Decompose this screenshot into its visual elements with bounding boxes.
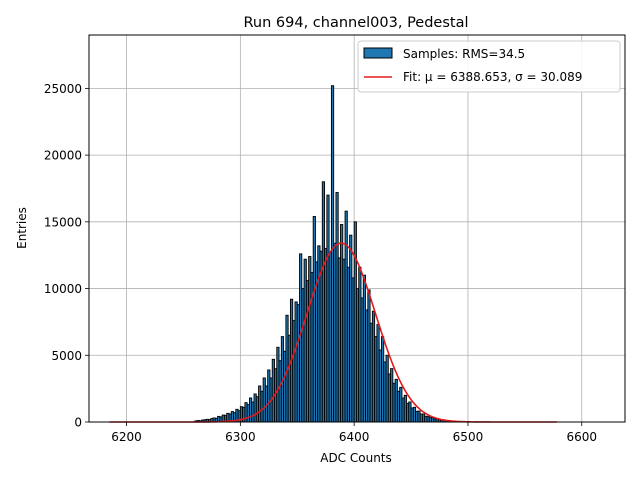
legend-fit-label: Fit: μ = 6388.653, σ = 30.089 <box>403 70 582 84</box>
x-tick-label: 6500 <box>453 430 484 444</box>
x-tick-label: 6400 <box>339 430 370 444</box>
y-tick-label: 0 <box>74 416 82 430</box>
chart-title: Run 694, channel003, Pedestal <box>243 15 468 31</box>
y-tick-label: 20000 <box>44 149 82 163</box>
y-axis-ticks: 0 5000 10000 15000 20000 25000 <box>44 82 89 430</box>
legend: Samples: RMS=34.5 Fit: μ = 6388.653, σ =… <box>358 41 620 92</box>
x-tick-label: 6200 <box>111 430 142 444</box>
y-tick-label: 25000 <box>44 82 82 96</box>
legend-samples-swatch <box>364 48 392 58</box>
x-axis-label: ADC Counts <box>320 451 392 465</box>
y-axis-label: Entries <box>15 207 29 249</box>
legend-samples-label: Samples: RMS=34.5 <box>403 47 525 61</box>
y-tick-label: 10000 <box>44 282 82 296</box>
y-tick-label: 5000 <box>51 349 82 363</box>
x-axis-ticks: 6200 6300 6400 6500 6600 <box>111 422 597 444</box>
x-tick-label: 6600 <box>566 430 597 444</box>
x-tick-label: 6300 <box>225 430 256 444</box>
histogram-bars <box>195 86 468 422</box>
y-tick-label: 15000 <box>44 215 82 229</box>
